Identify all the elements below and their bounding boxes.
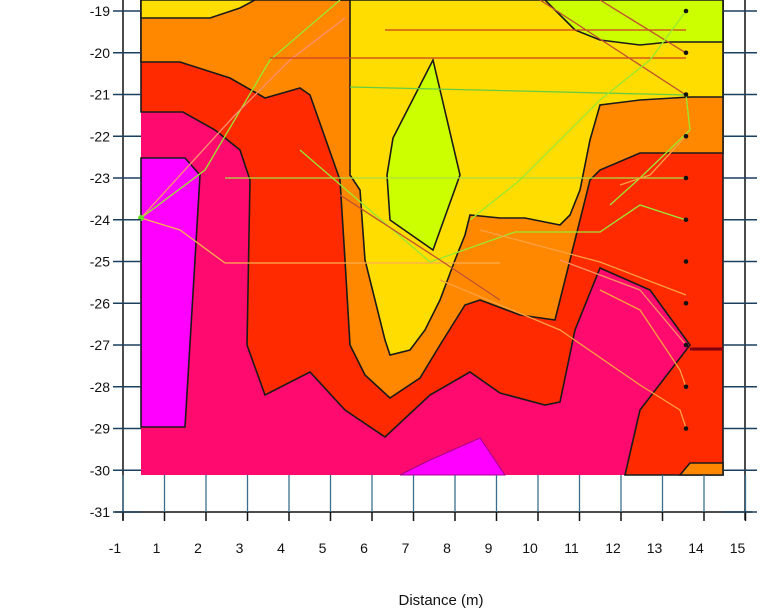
y-tick-label: -25 xyxy=(90,254,110,270)
contour-level-orange-bottom-right xyxy=(678,462,724,476)
contour-level-magenta-bottom xyxy=(399,437,506,476)
sensor-point xyxy=(683,259,689,264)
x-tick-label: 9 xyxy=(485,540,493,556)
y-tick-labels: -19 -20 -21 -22 -23 -24 -25 -26 -27 -28 -29 -30 -31 xyxy=(90,3,110,520)
axis-ticks xyxy=(113,10,757,521)
ray-path xyxy=(479,229,687,296)
ray-path xyxy=(299,149,687,263)
x-tick-label: 11 xyxy=(564,540,579,556)
ray-path xyxy=(140,217,500,264)
ray-path xyxy=(469,10,687,221)
ray-path xyxy=(559,259,687,346)
y-tick-label: -24 xyxy=(90,212,110,228)
x-tick-label: 13 xyxy=(647,540,663,556)
y-tick-label: -28 xyxy=(90,379,110,395)
sensor-point xyxy=(683,50,689,56)
ray-path xyxy=(339,194,501,301)
x-tick-label: 5 xyxy=(319,540,327,556)
y-tick-label: -21 xyxy=(90,87,110,103)
x-tick-label: 10 xyxy=(522,540,538,556)
ray-path xyxy=(539,0,687,96)
y-tick-label: -31 xyxy=(90,504,110,520)
ray-path xyxy=(140,17,346,219)
sensor-point xyxy=(683,300,689,306)
x-tick-label: 6 xyxy=(360,540,368,556)
x-tick-label: -1 xyxy=(109,540,122,556)
ray-path xyxy=(439,279,687,429)
contour-level-magenta-left xyxy=(140,157,201,428)
x-tick-label: 1 xyxy=(153,540,161,556)
y-tick-label: -29 xyxy=(90,421,110,437)
sensor-point xyxy=(683,217,689,223)
x-axis-title: Distance (m) xyxy=(398,592,483,609)
ray-path xyxy=(349,86,687,96)
y-tick-label: -22 xyxy=(90,128,110,144)
sensor-points xyxy=(683,8,689,431)
ray-path xyxy=(609,94,691,206)
ray-path xyxy=(619,135,687,186)
y-tick-label: -20 xyxy=(90,45,110,61)
x-tick-labels: -1 1 2 3 4 5 6 7 8 9 10 11 12 13 14 15 xyxy=(109,540,746,556)
y-tick-label: -26 xyxy=(90,295,110,311)
sensor-point xyxy=(683,133,689,139)
x-tick-label: 3 xyxy=(236,540,244,556)
sensor-point xyxy=(683,342,689,348)
sensor-point xyxy=(683,384,689,390)
y-tick-label: -19 xyxy=(90,3,110,19)
x-tick-label: 14 xyxy=(688,540,704,556)
x-tick-label: 2 xyxy=(194,540,202,556)
contour-level-yellow-green-top xyxy=(543,0,724,46)
y-tick-label: -30 xyxy=(90,462,110,478)
contour-level-yellow-top-left xyxy=(140,0,256,19)
ray-path xyxy=(140,0,341,219)
ray-path xyxy=(599,0,687,54)
x-tick-label: 12 xyxy=(605,540,621,556)
x-tick-label: 15 xyxy=(730,540,746,556)
sensor-point xyxy=(683,92,689,97)
sensor-point xyxy=(683,175,689,181)
axes xyxy=(115,0,752,520)
y-tick-label: -27 xyxy=(90,337,110,353)
ray-paths xyxy=(140,0,691,429)
sensor-point xyxy=(683,426,689,431)
contour-level-yellow-green-diamond xyxy=(386,57,461,252)
sensor-point xyxy=(683,8,689,14)
ray-path xyxy=(599,289,687,388)
x-tick-label: 4 xyxy=(277,540,285,556)
x-tick-label: 8 xyxy=(443,540,451,556)
x-tick-label: 7 xyxy=(402,540,410,556)
y-tick-label: -23 xyxy=(90,170,110,186)
